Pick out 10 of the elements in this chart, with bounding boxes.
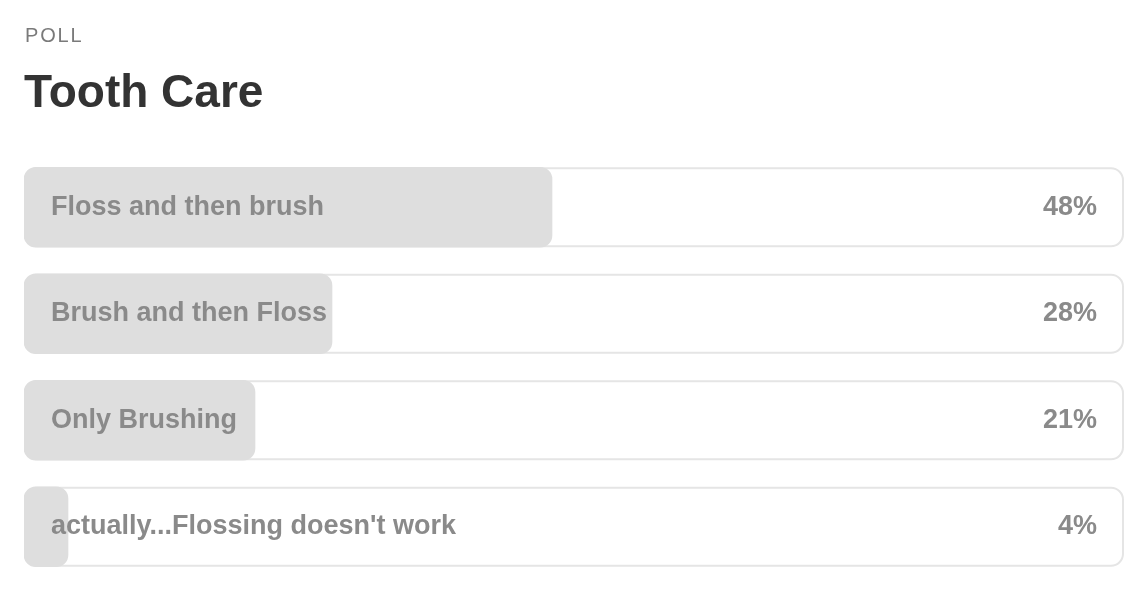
data-label: 28% [1042,297,1097,328]
data-label: 21% [1042,403,1097,434]
data-label: 4% [1057,510,1097,541]
chart-subtitle: POLL [25,24,84,46]
y-tick-label: Only Brushing [51,403,238,434]
y-tick-label: Floss and then brush [51,190,325,221]
data-label: 48% [1042,190,1097,221]
chart-title: Tooth Care [24,64,264,119]
y-tick-label: actually...Flossing doesn't work [51,510,457,541]
y-tick-label: Brush and then Floss [51,297,328,328]
